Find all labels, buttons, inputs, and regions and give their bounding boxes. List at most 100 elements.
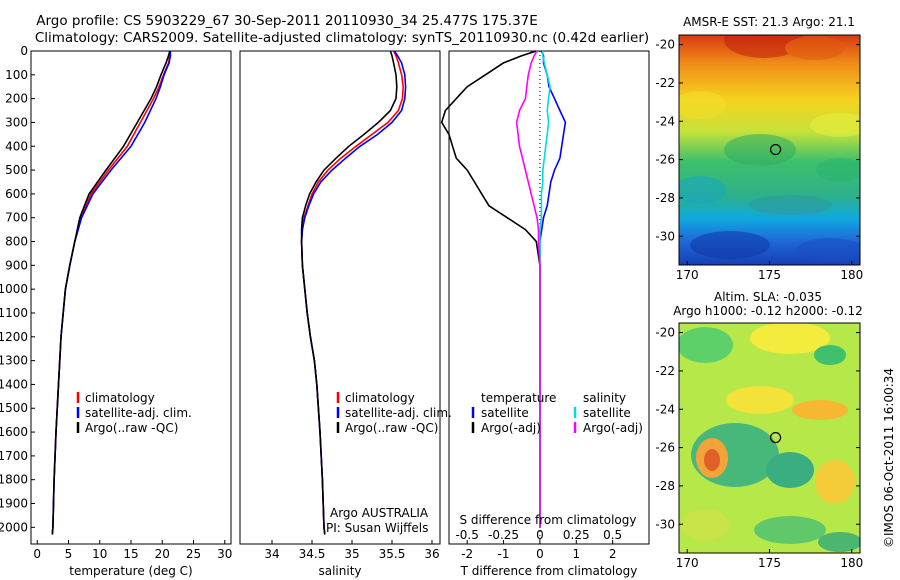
depth-tick-label: 100 [5,68,28,82]
depth-tick-label: 1300 [0,354,28,368]
s-difference-label: S difference from climatology [460,513,637,527]
argo-float-marker [769,143,782,156]
latitude-tick-label: -20 [655,38,675,52]
salinity-diff-legend: salinity satellite Argo(-adj) [573,391,643,435]
sla-map-title-line1: Altim. SLA: -0.035 [714,290,822,304]
s-difference-tick-label: 0.5 [603,528,622,542]
temperature-panel: 0 100 200 300 400 500 600 700 800 900 1000 1100 1200… [0,44,232,578]
legend-label-satellite: satellite-adj. clim. [85,406,192,420]
imos-credit: ©IMOS 06-Oct-2011 16:00:34 [882,368,896,548]
t-difference-tick-label: 1 [572,547,580,561]
temperature-axis: 0 5 10 15 20 25 30 [33,540,232,561]
s-difference-tick-label: -0.25 [488,528,519,542]
argo-float-marker [769,431,782,444]
depth-tick-label: 0 [20,44,28,58]
series-line-climatology [300,50,405,535]
series-line-salinity-argo(-adj) [515,50,541,528]
salinity-panel-frame [239,50,441,545]
latitude-tick-label: -20 [655,326,675,340]
depth-tick-label: 2000 [0,520,28,534]
longitude-tick-label: 170 [676,556,699,570]
temperature-x-label: temperature (deg C) [69,564,192,578]
temperature-tick-label: 5 [65,547,73,561]
temperature-tick-label: 30 [217,547,232,561]
temperature-tick-label: 10 [92,547,107,561]
salinity-tick-label: 35 [344,547,359,561]
depth-tick-label: 1200 [0,330,28,344]
latitude-tick-label: -26 [655,441,675,455]
salinity-legend-title: salinity [583,391,626,405]
salinity-panel: 34 34.5 35 35.5 36 climatology satellite-adj… [239,50,452,578]
depth-tick-label: 500 [5,163,28,177]
latitude-tick-label: -22 [655,364,675,378]
longitude-tick-label: 175 [758,268,781,282]
figure-title-line2: Climatology: CARS2009. Satellite-adjuste… [35,30,649,46]
series-line-climatology [51,50,172,535]
temperature-legend: climatology satellite-adj. clim. Argo(..… [76,391,192,435]
series-line-satellite-adj-clim- [51,51,172,535]
depth-tick-label: 1800 [0,473,28,487]
depth-tick-label: 700 [5,211,28,225]
t-difference-tick-label: -2 [461,547,473,561]
latitude-tick-label: -30 [655,229,675,243]
depth-tick-label: 1400 [0,377,28,391]
legend-label-sal-satellite: satellite [583,406,631,420]
salinity-legend: climatology satellite-adj. clim. Argo(..… [336,391,452,435]
depth-tick-label: 300 [5,115,28,129]
legend-label-temp-satellite: satellite [481,406,529,420]
legend-label-temp-argo: Argo(-adj) [481,421,541,435]
series-line-argo-raw-qc- [51,50,171,535]
legend-label-argo: Argo(..raw -QC) [85,421,178,435]
temperature-tick-label: 15 [123,547,138,561]
latitude-tick-label: -28 [655,479,675,493]
salinity-x-label: salinity [318,564,361,578]
sla-field-texture [679,323,860,552]
legend-label-satellite: satellite-adj. clim. [345,406,452,420]
depth-tick-label: 800 [5,235,28,249]
sla-map-panel: Altim. SLA: -0.035 Argo h1000: -0.12 h20… [655,290,863,570]
depth-tick-label: 1500 [0,401,28,415]
depth-tick-label: 200 [5,92,28,106]
latitude-tick-label: -28 [655,191,675,205]
float-program-label: Argo AUSTRALIA [330,506,429,520]
legend-label-argo: Argo(..raw -QC) [345,421,438,435]
depth-tick-label: 1000 [0,282,28,296]
latitude-tick-label: -24 [655,402,675,416]
sst-map-axes: 170 175 180 -20 -22 -24 -26 -28 -30 [655,38,863,282]
latitude-tick-label: -24 [655,114,675,128]
sla-map-title-line2: Argo h1000: -0.12 h2000: -0.12 [673,304,863,318]
salinity-tick-label: 34.5 [299,547,326,561]
depth-axis: 0 100 200 300 400 500 600 700 800 900 1000 1100 1200… [0,44,35,534]
salinity-tick-label: 35.5 [379,547,406,561]
depth-tick-label: 900 [5,258,28,272]
depth-tick-label: 400 [5,139,28,153]
series-line-satellite-adj-clim- [300,50,407,535]
temperature-panel-frame [30,50,232,545]
legend-label-sal-argo: Argo(-adj) [583,421,643,435]
temperature-legend-title: temperature [481,391,556,405]
latitude-tick-label: -26 [655,153,675,167]
longitude-tick-label: 175 [758,556,781,570]
depth-tick-label: 1900 [0,497,28,511]
longitude-tick-label: 180 [840,556,863,570]
salinity-lines [300,50,407,535]
latitude-tick-label: -22 [655,76,675,90]
temperature-lines [51,50,172,535]
legend-label-climatology: climatology [85,391,155,405]
t-difference-tick-label: 2 [609,547,617,561]
depth-tick-label: 600 [5,187,28,201]
figure-title-line1: Argo profile: CS 5903229_67 30-Sep-2011 … [36,13,538,29]
depth-tick-label: 1100 [0,306,28,320]
sst-map-title: AMSR-E SST: 21.3 Argo: 21.1 [683,15,855,29]
series-line-argo-raw-qc- [300,50,398,535]
series-line-temperature-satellite [539,50,567,528]
temperature-tick-label: 20 [155,547,170,561]
difference-panel-frame [448,50,650,545]
depth-tick-label: 1600 [0,425,28,439]
longitude-tick-label: 170 [676,268,699,282]
difference-lines [440,50,567,544]
sst-field-texture [679,35,860,262]
legend-label-climatology: climatology [345,391,415,405]
